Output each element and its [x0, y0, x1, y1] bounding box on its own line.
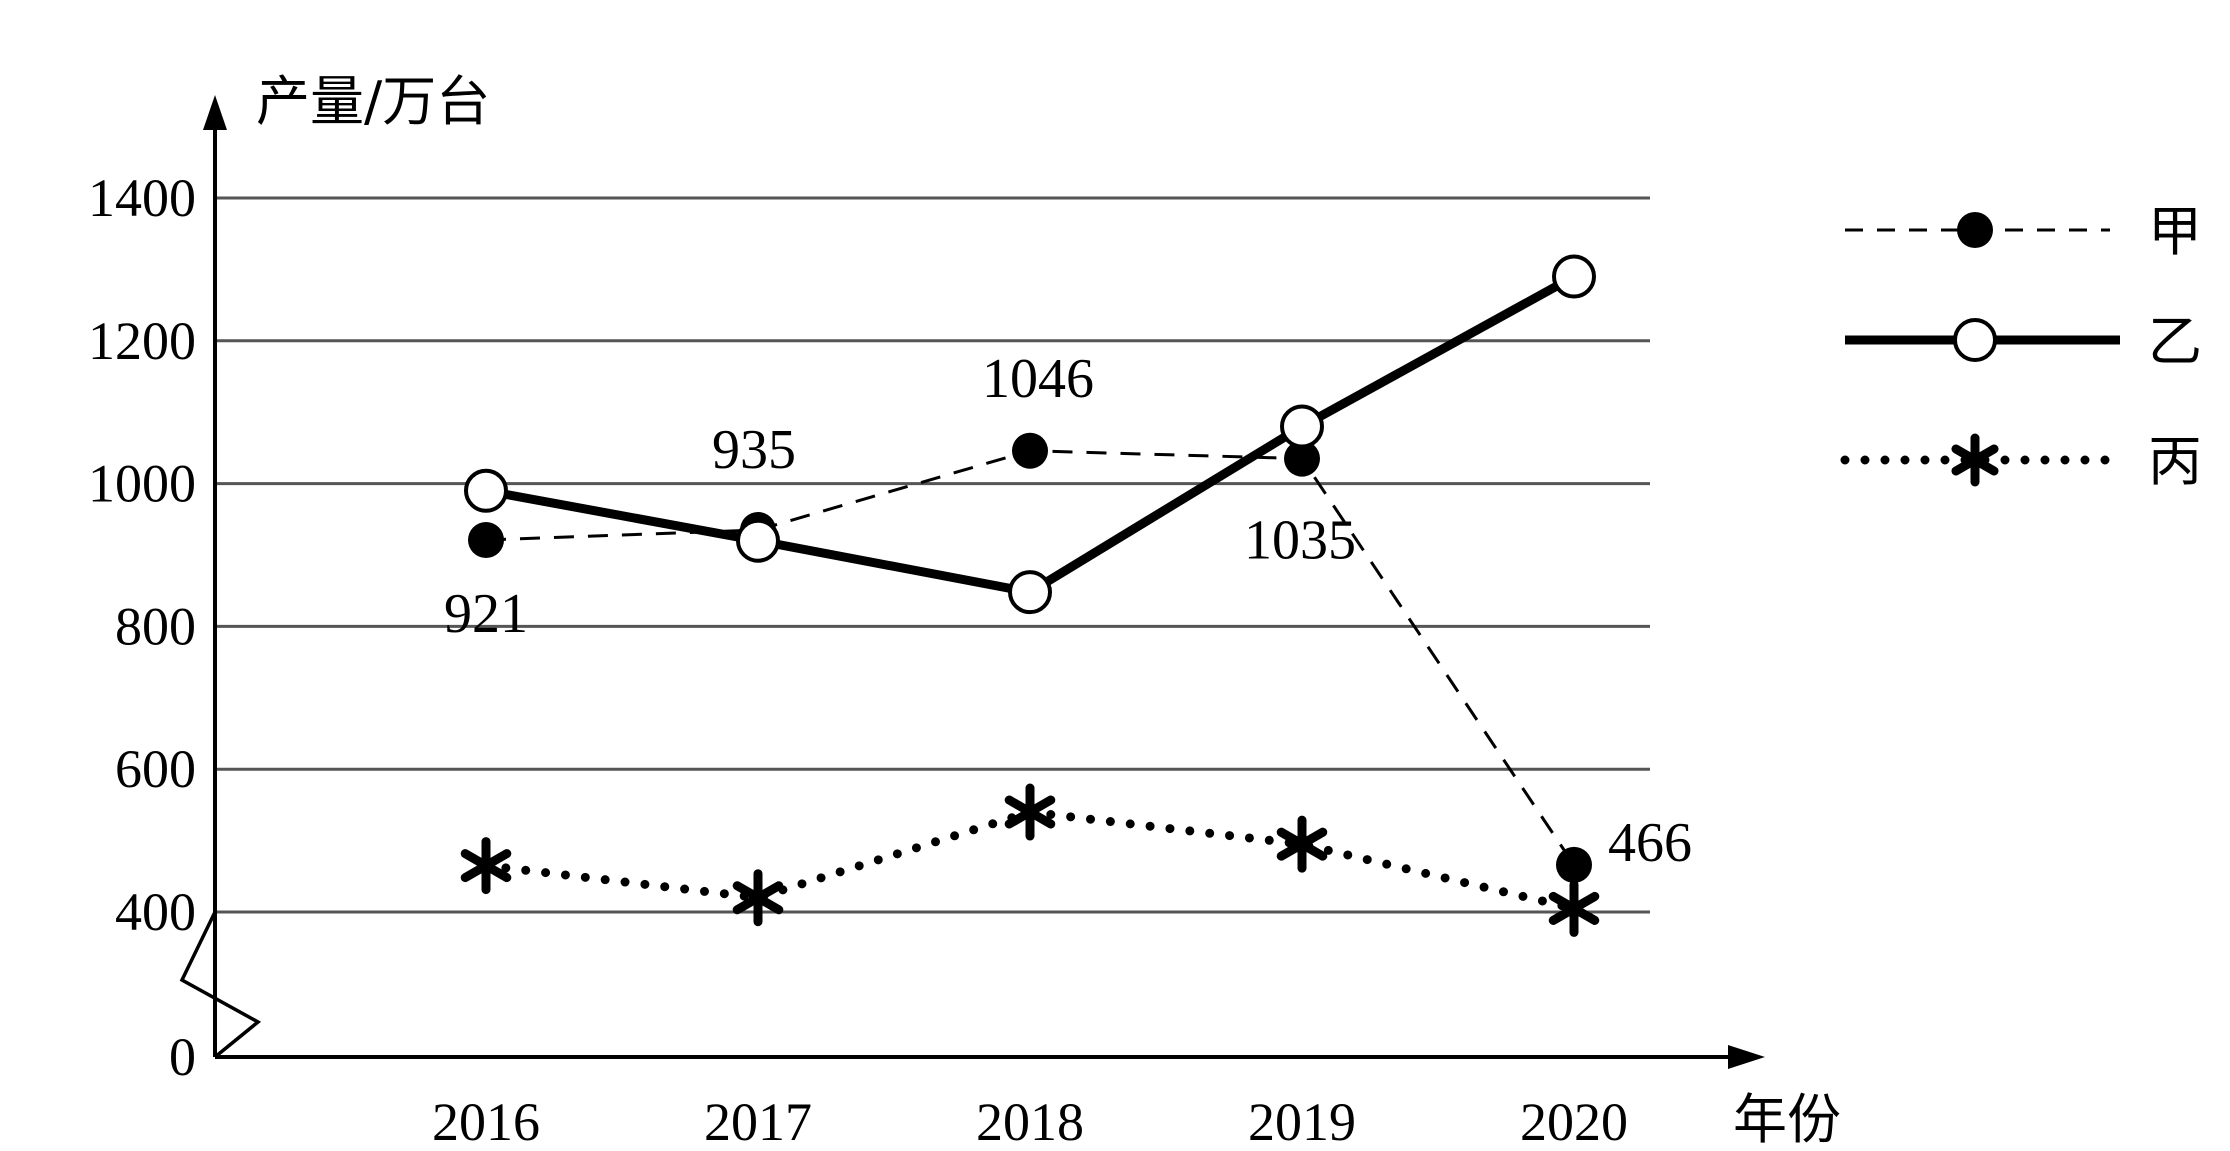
legend-item-bing: 丙 [1840, 430, 2202, 493]
series-markers [460, 254, 1600, 937]
data-point-bing [1548, 879, 1600, 937]
legend: 甲 乙 丙 [1840, 200, 2202, 493]
legend-marker-bing [1951, 433, 1999, 487]
legend-asterisk-icon [1951, 433, 1999, 487]
data-point-yi [736, 518, 780, 563]
legend-marker-jia [1957, 212, 1993, 248]
y-tick-label: 1400 [88, 168, 196, 228]
data-label-jia: 466 [1608, 812, 1692, 874]
y-tick-label: 600 [115, 739, 196, 799]
data-point-yi [1552, 254, 1596, 299]
data-point-bing [1004, 783, 1056, 841]
legend-label-bing: 丙 [2148, 430, 2202, 493]
x-tick-label: 2019 [1248, 1092, 1356, 1151]
grid [215, 196, 1650, 914]
y-tick-label: 1000 [88, 454, 196, 514]
y-axis-arrow [203, 95, 227, 130]
y-tick-label: 400 [115, 882, 196, 942]
data-point-bing [1276, 815, 1328, 873]
data-label-jia: 921 [444, 583, 528, 645]
data-point-yi [464, 468, 508, 513]
y-ticks: 0 400 600 800 1000 1200 1400 [88, 168, 196, 1087]
data-point-jia [1012, 432, 1048, 469]
data-point-bing [732, 869, 784, 927]
legend-label-jia: 甲 [2148, 200, 2202, 263]
data-label-jia: 1046 [982, 348, 1094, 410]
y-axis-title: 产量/万台 [256, 70, 490, 133]
data-point-jia [1284, 440, 1320, 477]
x-tick-label: 2018 [976, 1092, 1084, 1151]
x-ticks: 2016 2017 2018 2019 2020 [432, 1092, 1628, 1151]
x-tick-label: 2016 [432, 1092, 540, 1151]
axes [179, 95, 1765, 1069]
data-point-bing [460, 837, 512, 895]
legend-marker-yi [1953, 318, 1997, 362]
x-tick-label: 2017 [704, 1092, 812, 1151]
legend-label-yi: 乙 [2148, 310, 2202, 373]
y-axis-break [179, 911, 262, 1059]
x-tick-label: 2020 [1520, 1092, 1628, 1151]
x-axis-arrow [1728, 1045, 1765, 1069]
data-point-jia [468, 522, 504, 559]
legend-item-yi: 乙 [1845, 310, 2202, 373]
x-axis-title: 年份 [1733, 1088, 1841, 1151]
data-point-jia [1556, 846, 1592, 883]
y-tick-label: 1200 [88, 311, 196, 371]
data-point-yi [1008, 570, 1052, 615]
y-tick-label: 800 [115, 596, 196, 656]
data-point-yi [1280, 404, 1324, 449]
data-label-jia: 935 [712, 419, 796, 481]
data-labels: 921 935 1046 1035 466 [444, 348, 1692, 874]
legend-item-jia: 甲 [1845, 200, 2202, 263]
data-label-jia: 1035 [1244, 510, 1356, 572]
y-tick-label: 0 [169, 1027, 196, 1087]
